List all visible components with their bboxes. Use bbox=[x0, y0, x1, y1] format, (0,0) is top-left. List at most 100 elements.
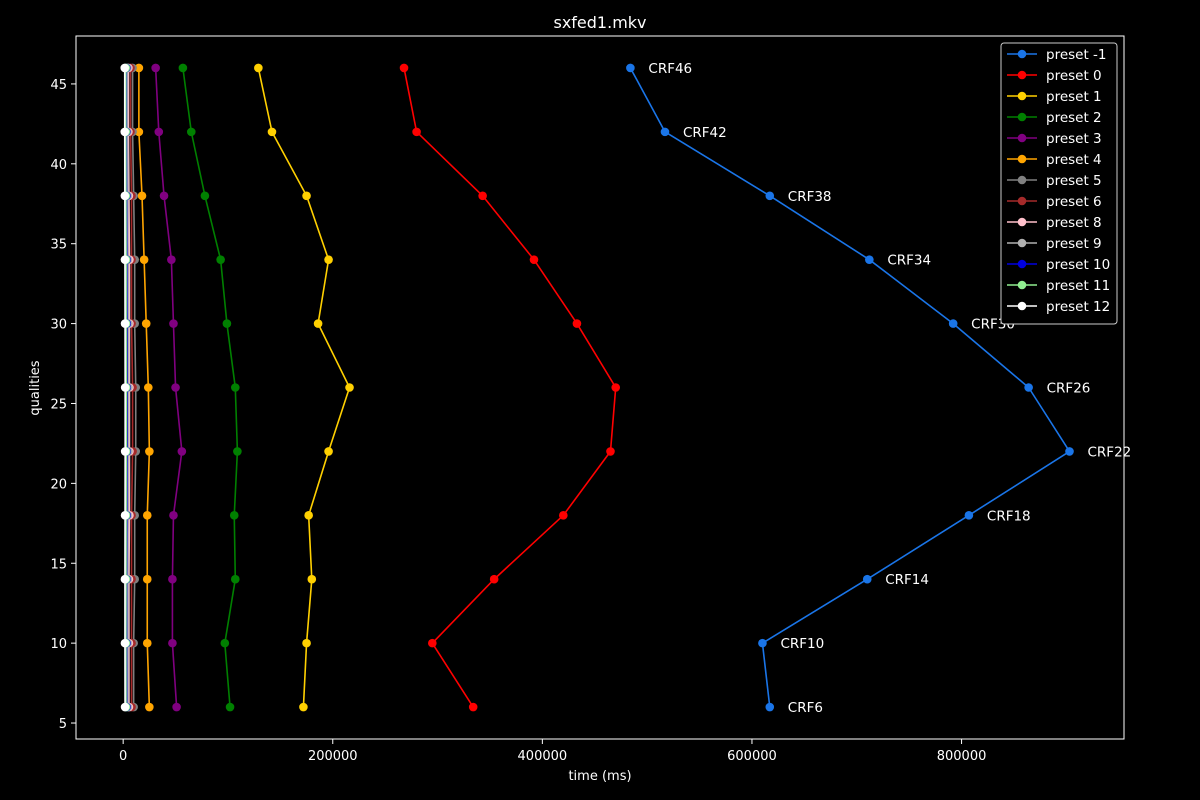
data-point bbox=[529, 255, 539, 264]
data-point bbox=[171, 383, 180, 392]
legend-item: preset 8 bbox=[1007, 215, 1102, 231]
legend-marker bbox=[1017, 154, 1027, 164]
legend-item: preset 12 bbox=[1007, 299, 1110, 315]
legend-item: preset 4 bbox=[1007, 152, 1102, 168]
legend-marker bbox=[1017, 196, 1027, 206]
data-point bbox=[606, 447, 615, 456]
legend-item: preset 5 bbox=[1007, 173, 1102, 189]
data-point bbox=[120, 702, 130, 712]
data-point bbox=[154, 127, 164, 137]
legend-label: preset 9 bbox=[1046, 236, 1102, 252]
data-point bbox=[478, 191, 487, 201]
data-point bbox=[267, 127, 277, 137]
data-point bbox=[304, 511, 313, 520]
crf-annotation: CRF22 bbox=[1088, 444, 1132, 460]
data-point bbox=[120, 63, 130, 73]
data-point bbox=[169, 511, 178, 520]
legend-label: preset 6 bbox=[1046, 194, 1102, 210]
legend-item: preset 10 bbox=[1007, 257, 1110, 273]
legend-label: preset 0 bbox=[1046, 68, 1102, 84]
annotation-layer: CRF46CRF42CRF38CRF34CRF30CRF26CRF22CRF18… bbox=[648, 61, 1131, 716]
legend-item: preset 2 bbox=[1007, 110, 1102, 126]
data-point bbox=[137, 191, 147, 201]
legend-label: preset 1 bbox=[1046, 89, 1102, 105]
data-point bbox=[345, 383, 354, 392]
data-point bbox=[120, 383, 130, 392]
crf-annotation: CRF26 bbox=[1047, 381, 1091, 397]
data-point bbox=[313, 319, 323, 328]
y-tick-label: 5 bbox=[59, 717, 67, 732]
series-preset0 bbox=[399, 63, 621, 712]
legend-label: preset 10 bbox=[1046, 257, 1110, 273]
data-point bbox=[324, 255, 333, 264]
data-point bbox=[134, 127, 144, 137]
data-point bbox=[120, 319, 130, 328]
data-point bbox=[626, 63, 635, 73]
y-tick-label: 35 bbox=[50, 238, 67, 253]
data-point bbox=[559, 511, 568, 520]
data-point bbox=[178, 63, 188, 73]
data-point bbox=[254, 63, 263, 73]
legend-item: preset 9 bbox=[1007, 236, 1102, 252]
legend-label: preset 4 bbox=[1046, 152, 1102, 168]
legend-marker bbox=[1017, 133, 1027, 143]
crf-annotation: CRF42 bbox=[683, 125, 727, 141]
data-point bbox=[120, 255, 130, 264]
data-point bbox=[139, 255, 149, 264]
legend-label: preset 12 bbox=[1046, 299, 1110, 315]
data-point bbox=[307, 574, 317, 584]
legend-marker bbox=[1017, 259, 1027, 269]
plot-area bbox=[75, 35, 1125, 740]
legend-label: preset 5 bbox=[1046, 173, 1102, 189]
data-point bbox=[233, 447, 242, 456]
legend-marker bbox=[1017, 112, 1027, 122]
crf-annotation: CRF34 bbox=[887, 253, 931, 269]
legend-marker bbox=[1017, 301, 1027, 311]
data-point bbox=[230, 574, 240, 584]
data-point bbox=[141, 319, 151, 328]
crf-annotation: CRF14 bbox=[885, 572, 929, 588]
data-point bbox=[169, 319, 178, 328]
data-point bbox=[172, 702, 181, 712]
series-preset1 bbox=[254, 63, 354, 712]
data-point bbox=[120, 447, 130, 456]
data-point bbox=[225, 702, 235, 712]
legend-item: preset 11 bbox=[1007, 278, 1110, 294]
data-point bbox=[428, 638, 437, 648]
data-point bbox=[120, 638, 130, 648]
data-point bbox=[758, 638, 767, 648]
x-tick-label: 400000 bbox=[518, 749, 568, 764]
y-tick-label: 10 bbox=[50, 637, 67, 652]
data-point bbox=[177, 447, 187, 456]
data-point bbox=[220, 638, 230, 648]
crf-annotation: CRF6 bbox=[788, 700, 823, 716]
legend: preset -1 preset 0 preset 1 preset 2 preset … bbox=[1000, 42, 1118, 325]
legend-box bbox=[1000, 42, 1118, 325]
data-point bbox=[765, 702, 775, 712]
legend-label: preset 8 bbox=[1046, 215, 1102, 231]
series-preset2 bbox=[178, 63, 242, 712]
data-point bbox=[120, 574, 130, 584]
data-point bbox=[964, 511, 974, 520]
legend-item: preset 1 bbox=[1007, 89, 1102, 105]
data-point bbox=[299, 702, 308, 712]
legend-item: preset -1 bbox=[1007, 47, 1107, 63]
data-point bbox=[145, 702, 154, 712]
data-point bbox=[134, 63, 144, 73]
data-point bbox=[302, 638, 311, 648]
chart-title: sxfed1.mkv bbox=[553, 13, 646, 32]
data-point bbox=[144, 383, 153, 392]
y-tick-label: 15 bbox=[50, 557, 67, 572]
y-axis: 5 10 15 20 25 30 35 40 45 bbox=[50, 78, 76, 732]
legend-marker bbox=[1017, 175, 1027, 185]
legend-item: preset 6 bbox=[1007, 194, 1102, 210]
legend-item: preset 3 bbox=[1007, 131, 1102, 147]
x-tick-label: 800000 bbox=[937, 749, 987, 764]
series-presetminus1 bbox=[626, 63, 1074, 712]
data-point bbox=[145, 447, 154, 456]
data-point bbox=[611, 383, 621, 392]
data-point bbox=[142, 511, 152, 520]
data-point bbox=[167, 255, 176, 264]
legend-label: preset 2 bbox=[1046, 110, 1102, 126]
